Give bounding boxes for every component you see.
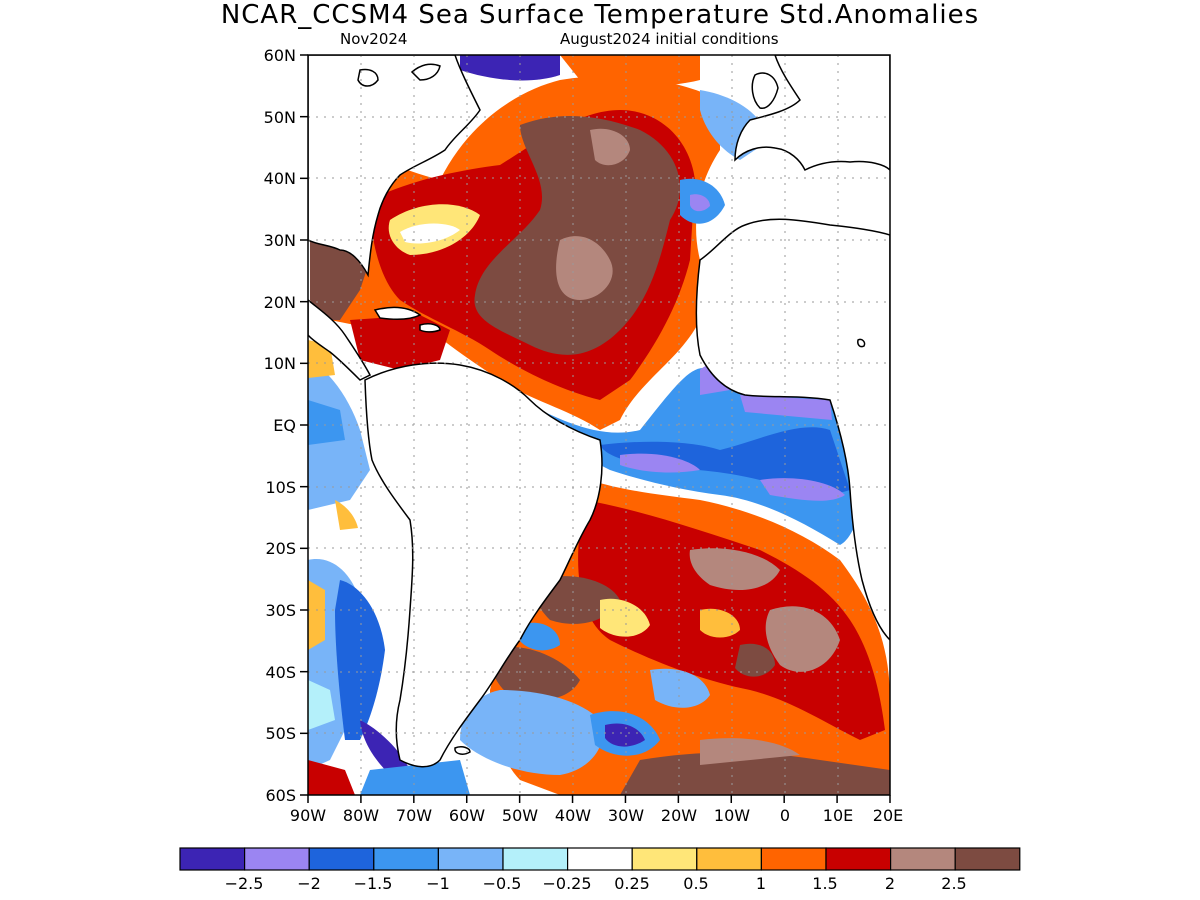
colorbar-swatch <box>566 847 633 871</box>
lon-label: 60W <box>449 806 485 825</box>
colorbar-swatch <box>889 847 956 871</box>
colorbar-swatch <box>696 847 762 871</box>
colorbar <box>179 847 1021 871</box>
lat-label: 10S <box>265 478 296 497</box>
map-title: NCAR_CCSM4 Sea Surface Temperature Std.A… <box>220 0 980 30</box>
lon-label: 30W <box>608 806 644 825</box>
lat-label: 50N <box>264 108 296 127</box>
lat-label: 30N <box>264 231 296 250</box>
lat-label: 40N <box>264 169 296 188</box>
lat-label: 10N <box>264 354 296 373</box>
lon-label: 80W <box>343 806 379 825</box>
lon-label: 40W <box>555 806 591 825</box>
colorbar-label: 2.5 <box>941 874 966 893</box>
lon-label: 20W <box>661 806 697 825</box>
lon-label: 50W <box>502 806 538 825</box>
colorbar-swatch <box>437 847 504 871</box>
colorbar-swatch <box>502 847 569 871</box>
lat-label: 40S <box>265 663 296 682</box>
colorbar-label: 0.5 <box>683 874 708 893</box>
colorbar-labels: −2.5 −2 −1.5 −1 −0.5 −0.25 0.25 0.5 1 1.… <box>225 874 967 893</box>
lon-label: 0 <box>780 806 790 825</box>
colorbar-swatch <box>760 847 827 871</box>
lat-label: 20N <box>264 293 296 312</box>
longitude-labels: 90W 80W 70W 60W 50W 40W 30W 20W 10W 0 10… <box>290 806 903 825</box>
colorbar-label: −0.5 <box>483 874 522 893</box>
colorbar-swatch <box>631 847 698 871</box>
lat-label: 50S <box>265 724 296 743</box>
lon-label: 90W <box>290 806 326 825</box>
ocean-field <box>308 55 890 795</box>
lat-label: 60S <box>265 786 296 805</box>
lat-label: EQ <box>273 416 296 435</box>
colorbar-swatch <box>179 847 246 871</box>
colorbar-label: −1 <box>426 874 450 893</box>
colorbar-swatch <box>373 847 439 871</box>
colorbar-label: −0.25 <box>542 874 591 893</box>
colorbar-label: −2.5 <box>225 874 264 893</box>
latitude-labels: 60N 50N 40N 30N 20N 10N EQ 10S 20S 30S 4… <box>264 46 296 805</box>
forecast-month: Nov2024 <box>340 30 408 48</box>
colorbar-label: 1 <box>756 874 766 893</box>
lon-label: 10W <box>714 806 750 825</box>
lon-label: 70W <box>396 806 432 825</box>
colorbar-swatch <box>244 847 310 871</box>
axis-ticks <box>300 54 891 803</box>
colorbar-label: 1.5 <box>812 874 837 893</box>
lon-label: 20E <box>873 806 903 825</box>
colorbar-label: −2 <box>297 874 321 893</box>
lat-label: 60N <box>264 46 296 65</box>
land-masses <box>308 55 890 768</box>
lat-label: 20S <box>265 539 296 558</box>
colorbar-swatch <box>825 847 892 871</box>
colorbar-label: −1.5 <box>354 874 393 893</box>
initial-conditions-label: August2024 initial conditions <box>560 30 779 48</box>
lon-label: 10E <box>823 806 853 825</box>
colorbar-swatch <box>308 847 375 871</box>
lat-label: 30S <box>265 601 296 620</box>
colorbar-swatch <box>954 847 1021 871</box>
graticule <box>308 55 890 795</box>
colorbar-label: 2 <box>885 874 895 893</box>
colorbar-label: 0.25 <box>614 874 650 893</box>
